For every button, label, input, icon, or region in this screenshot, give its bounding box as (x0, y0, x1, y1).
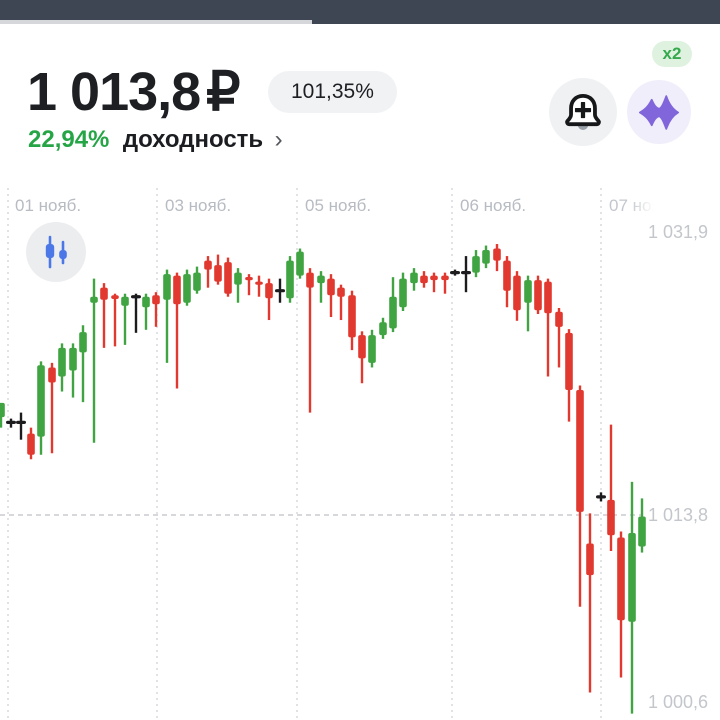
price-chart[interactable]: 01 нояб. 03 нояб. 05 нояб. 06 нояб. 07 н… (0, 185, 720, 720)
x-axis-label-07: 07 нояб. (609, 196, 676, 215)
price-percent-value: 101,35% (291, 80, 374, 103)
bell-plus-icon (564, 93, 602, 131)
multiplier-badge[interactable]: x2 (652, 41, 692, 67)
statusbar-progress-strip (0, 20, 312, 24)
price-value: 1 013,8 (27, 62, 201, 122)
price-alert-bell-button[interactable] (549, 78, 617, 146)
x-axis-label-01: 01 нояб. (15, 196, 82, 215)
candlestick-toggle-icon (39, 234, 73, 270)
pulse-button[interactable] (627, 80, 691, 144)
yield-label: доходность (122, 126, 264, 153)
price-row: 1 013,8 ₽ (27, 60, 241, 122)
y-axis-label-high: 1 031,9 (647, 222, 708, 242)
price-percent-badge[interactable]: 101,35% (268, 71, 397, 113)
price-currency: ₽ (206, 62, 240, 122)
candles-layer (0, 188, 646, 720)
top-status-bar (0, 0, 720, 24)
chart-type-button[interactable] (26, 222, 86, 282)
x-axis-label-03: 03 нояб. (165, 196, 232, 215)
y-axis-label-current: 1 013,8 (647, 505, 708, 525)
pulse-wave-icon (639, 94, 679, 131)
x-axis-label-06: 06 нояб. (460, 196, 527, 215)
yield-row[interactable]: 22,94% доходность › (28, 126, 283, 156)
yield-percent: 22,94% (28, 126, 110, 153)
x-axis-label-05: 05 нояб. (305, 196, 372, 215)
y-axis-label-low: 1 000,6 (647, 692, 708, 712)
chevron-right-icon: › (274, 126, 283, 153)
